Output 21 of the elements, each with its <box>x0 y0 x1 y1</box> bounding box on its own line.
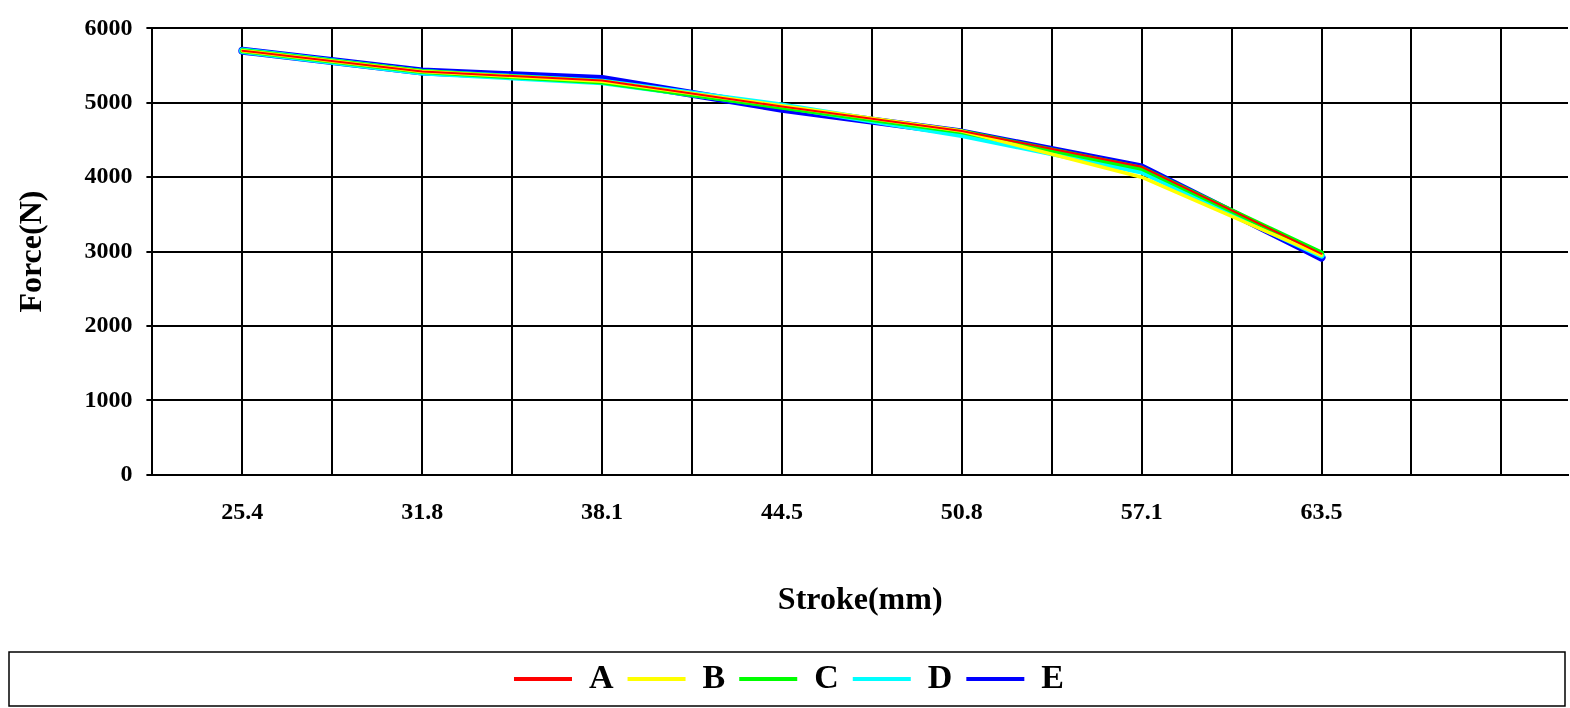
x-tick-label: 44.5 <box>760 498 803 525</box>
y-tick-label: 4000 <box>84 162 133 189</box>
y-tick-label: 5000 <box>84 88 133 114</box>
x-tick-label: 38.1 <box>581 498 624 525</box>
legend-label: C <box>814 657 839 695</box>
x-tick-label: 25.4 <box>221 498 264 525</box>
x-axis-title: Stroke(mm) <box>777 580 943 617</box>
legend-label: A <box>588 657 614 695</box>
y-tick-label: 0 <box>120 460 133 486</box>
y-tick-label: 2000 <box>84 311 133 338</box>
x-tick-label: 31.8 <box>401 498 444 525</box>
x-tick-label: 57.1 <box>1120 498 1163 525</box>
y-tick-label: 6000 <box>84 13 133 40</box>
x-tick-label: 50.8 <box>940 498 983 525</box>
legend-label: E <box>1041 657 1065 695</box>
y-tick-label: 3000 <box>84 236 133 263</box>
y-axis-title: Force(N) <box>12 190 49 313</box>
legend-label: B <box>702 657 726 695</box>
legend-label: D <box>927 657 953 695</box>
y-tick-label: 1000 <box>84 385 133 412</box>
x-tick-label: 63.5 <box>1300 498 1343 525</box>
